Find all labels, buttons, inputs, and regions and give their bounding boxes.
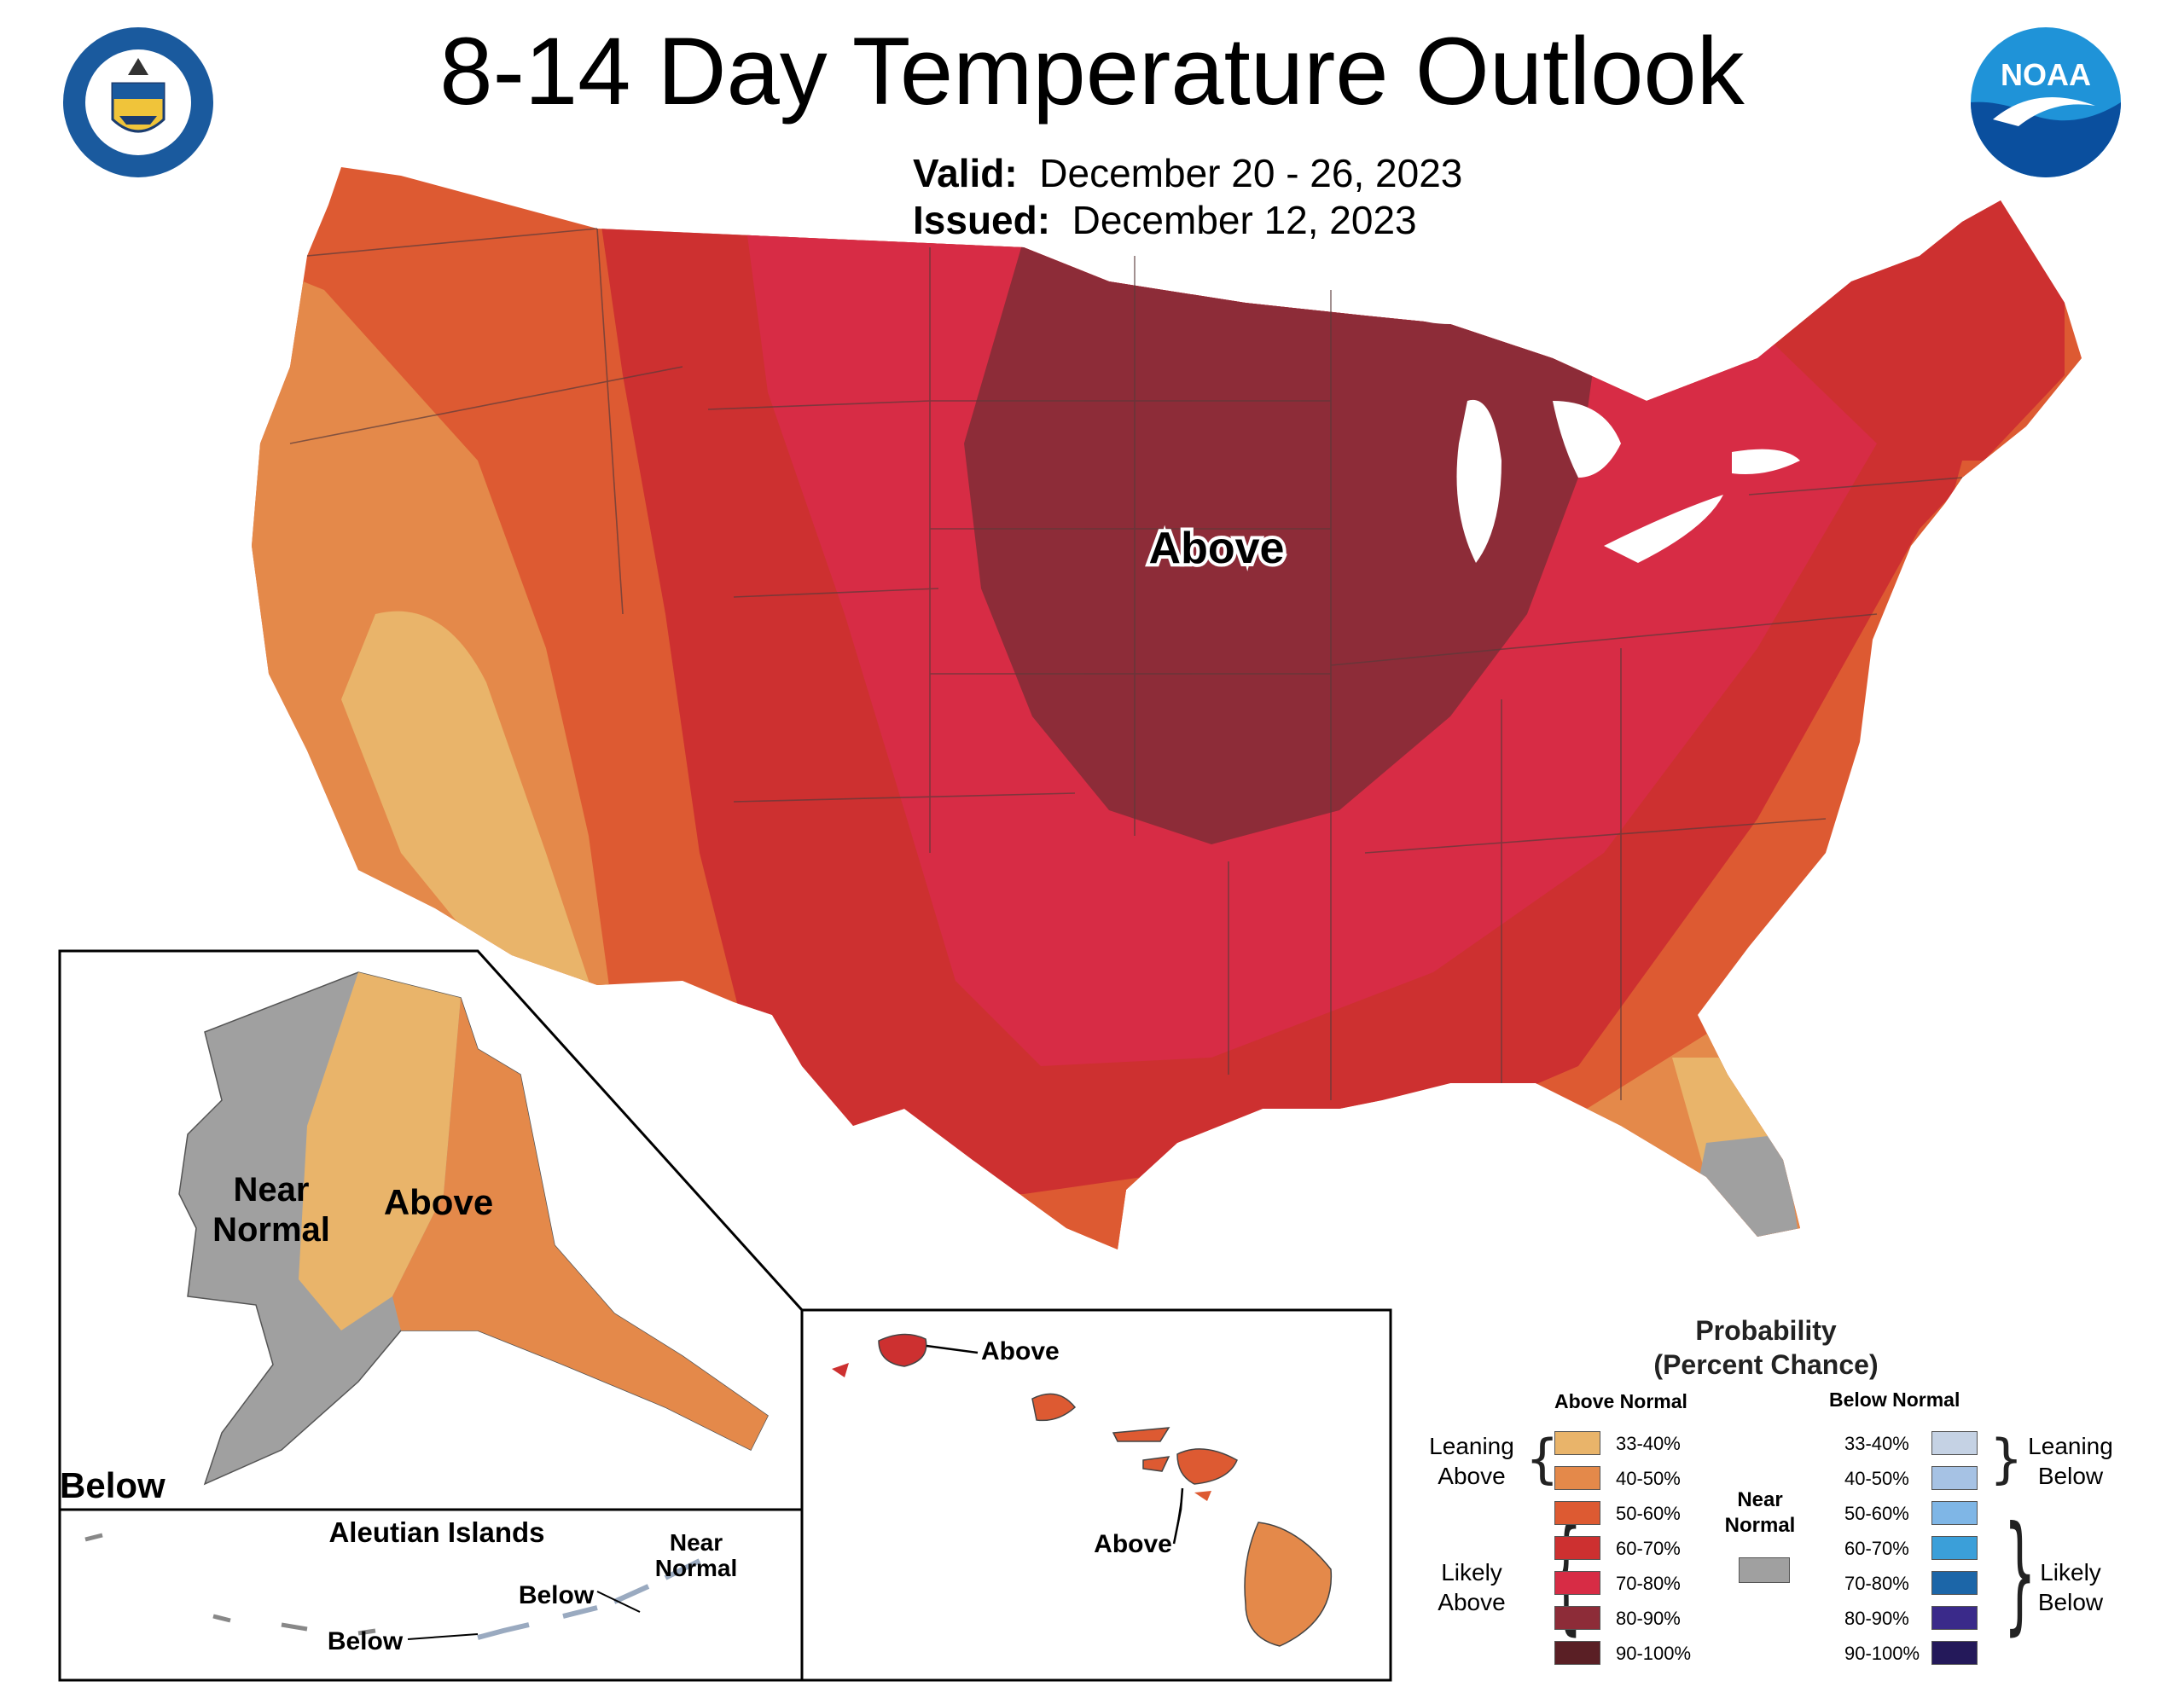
noaa-logo: NOAA	[1971, 27, 2121, 177]
aleutian-inset: Aleutian Islands Near Normal Below Below	[58, 1508, 804, 1682]
maui-island	[1176, 1448, 1238, 1485]
issued-date: December 12, 2023	[1072, 198, 1417, 243]
swatch-below-50-60	[1931, 1501, 1978, 1525]
swatch-below-90-100	[1931, 1641, 1978, 1665]
region-near-normal-florida	[1698, 1134, 1800, 1245]
lake-ontario	[1732, 449, 1800, 474]
hawaii-inset: Above Above	[800, 1308, 1392, 1682]
alaska-label-below: Below	[60, 1465, 166, 1505]
legend-brace-likely-below: }	[2003, 1499, 2036, 1648]
swatch-below-70-80	[1931, 1571, 1978, 1595]
big-island	[1244, 1522, 1333, 1647]
swatch-above-33-40	[1554, 1431, 1600, 1455]
lake-huron	[1553, 401, 1621, 478]
legend-leaning-below: Leaning Below	[2028, 1433, 2113, 1489]
commerce-seal-logo	[63, 27, 213, 177]
aleutian-label-near-normal-1: Near	[670, 1529, 723, 1556]
legend-brace-leaning-below: }	[1989, 1428, 2024, 1490]
legend-below-header: Below Normal	[1829, 1388, 1960, 1411]
swatch-near-normal	[1739, 1557, 1790, 1583]
swatch-below-80-90	[1931, 1606, 1978, 1630]
swatch-below-60-70	[1931, 1536, 1978, 1560]
swatch-above-40-50	[1554, 1466, 1600, 1490]
region-80-90	[964, 239, 1604, 844]
alaska-label-above: Above	[384, 1182, 493, 1222]
legend-leaning-above: Leaning Above	[1429, 1433, 1514, 1489]
legend-title-1: Probability	[1695, 1315, 1837, 1346]
date-info: Valid: December 20 - 26, 2023 Issued: De…	[913, 150, 1462, 244]
lake-superior	[1382, 287, 1502, 324]
legend-above-header: Above Normal	[1554, 1390, 1687, 1412]
legend-likely-below: Likely Below	[2037, 1559, 2104, 1615]
aleutian-label-near-normal-2: Normal	[655, 1555, 737, 1581]
conus-map	[252, 167, 2082, 1249]
swatch-above-70-80	[1554, 1571, 1600, 1595]
swatch-below-40-50	[1931, 1466, 1978, 1490]
aleutian-title: Aleutian Islands	[328, 1516, 544, 1548]
legend-likely-above: Likely Above	[1438, 1559, 1506, 1615]
legend-near-normal: Near Normal	[1724, 1488, 1796, 1537]
kauai-island	[878, 1333, 927, 1367]
state-boundaries	[289, 228, 1963, 1100]
swatch-above-90-100	[1554, 1641, 1600, 1665]
legend-title-2: (Percent Chance)	[1653, 1349, 1879, 1380]
hawaii-label-above-1: Above	[981, 1337, 1060, 1365]
alaska-label-near-normal-2: Normal	[212, 1211, 330, 1249]
valid-label: Valid:	[913, 151, 1018, 195]
probability-legend: Probability (Percent Chance) Above Norma…	[1399, 1313, 2184, 1680]
alaska-label-near-normal-1: Near	[234, 1171, 310, 1209]
region-33-40-california	[341, 611, 597, 1006]
swatch-above-80-90	[1554, 1606, 1600, 1630]
lake-erie	[1604, 495, 1723, 563]
legend-brace-leaning-above: {	[1525, 1428, 1560, 1490]
oahu-island	[1031, 1393, 1077, 1422]
alaska-inset: Near Normal Above Below	[58, 949, 804, 1511]
aleutian-label-below-1: Below	[519, 1581, 595, 1609]
valid-dates: December 20 - 26, 2023	[1039, 151, 1463, 195]
swatch-above-60-70	[1554, 1536, 1600, 1560]
issued-label: Issued:	[913, 198, 1051, 243]
hawaii-label-above-2: Above	[1094, 1530, 1172, 1558]
swatch-above-50-60	[1554, 1501, 1600, 1525]
conus-label-above: Above	[1149, 524, 1285, 573]
lake-michigan	[1456, 399, 1502, 563]
noaa-logo-text: NOAA	[2001, 57, 2091, 92]
swatch-below-33-40	[1931, 1431, 1978, 1455]
map-title: 8-14 Day Temperature Outlook	[439, 18, 1745, 125]
aleutian-label-below-2: Below	[328, 1627, 404, 1655]
